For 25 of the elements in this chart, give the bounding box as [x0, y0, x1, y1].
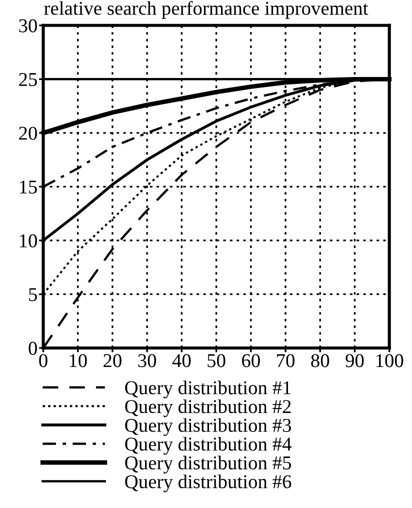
x-tick-label: 80: [311, 354, 330, 368]
x-tick-label: 60: [242, 354, 260, 368]
legend-label: Query distribution #1: [125, 380, 291, 398]
x-tick-label: 10: [70, 354, 87, 368]
legend-label: Query distribution #6: [125, 474, 292, 492]
x-tick-label: 20: [104, 354, 122, 368]
x-tick-label: 70: [277, 354, 294, 368]
y-tick-label: 20: [19, 126, 37, 140]
y-tick-label: 30: [19, 19, 37, 32]
y-tick-label: 0: [28, 342, 37, 355]
x-tick-label: 30: [138, 354, 156, 368]
chart-title: relative search performance improvement: [44, 1, 368, 19]
y-tick-label: 25: [19, 73, 37, 86]
x-tick-label: 40: [172, 354, 191, 368]
legend-label: Query distribution #5: [125, 456, 292, 474]
x-tick-label: 0: [39, 354, 48, 368]
legend-label: Query distribution #4: [125, 437, 292, 455]
y-tick-label: 15: [20, 180, 37, 194]
x-tick-label: 90: [346, 354, 364, 368]
x-tick-label: 100: [376, 354, 404, 368]
legend-label: Query distribution #2: [125, 399, 291, 418]
x-tick-label: 50: [208, 354, 226, 368]
y-tick-label: 5: [29, 288, 37, 302]
y-tick-label: 10: [20, 234, 37, 248]
legend-label: Query distribution #3: [125, 418, 292, 436]
